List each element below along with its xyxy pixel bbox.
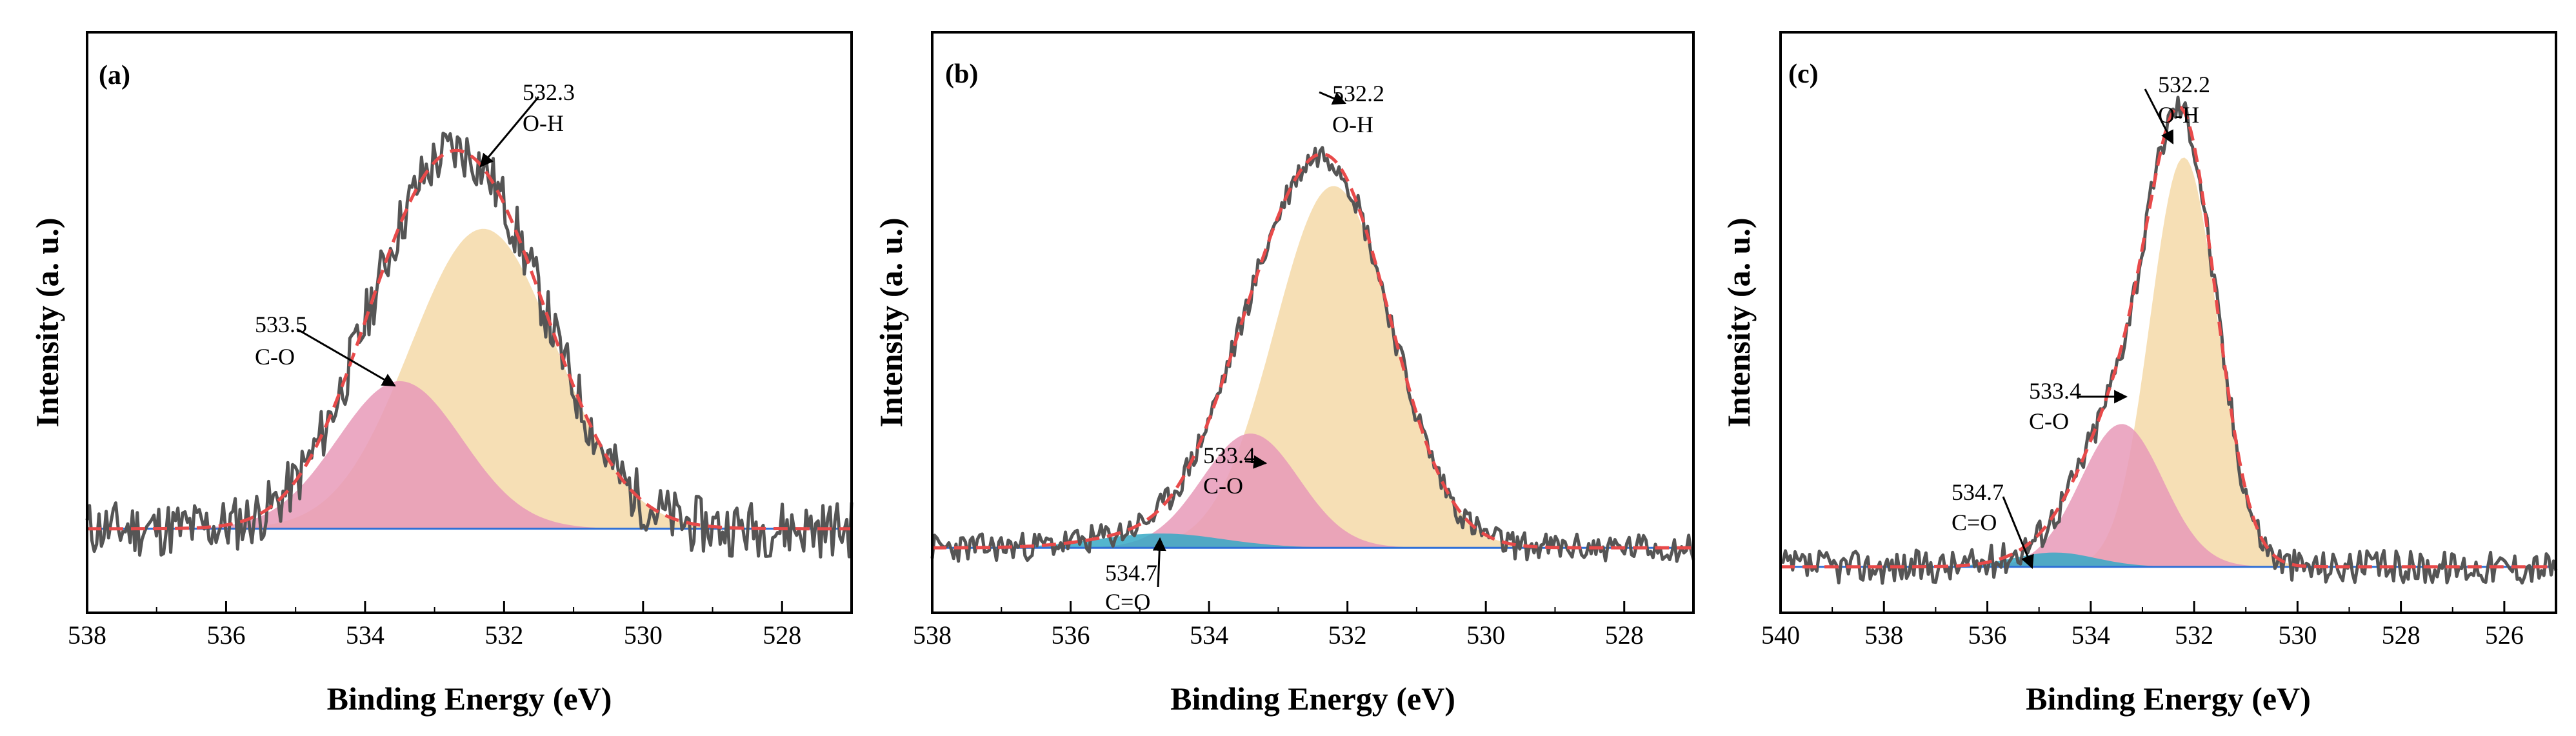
panel-a-x-tick-label-532: 532 [484, 621, 523, 650]
panel-c-annotation-value-c-o: 533.4 [2029, 378, 2081, 404]
panel-c-annotation-value-o-h: 532.2 [2158, 72, 2210, 97]
panel-c-plot-area: 532.2 O-H 533.4 C-O 534.7 C=O [1779, 72, 2558, 585]
panel-b-peak-c-o [932, 433, 1693, 548]
panel-b-annotation-label-c-o: C-O [1203, 473, 1243, 499]
panel-c: 532.2 O-H 533.4 C-O 534.7 C=O (c) Binding Ene… [1721, 31, 2558, 717]
panel-c-frame [1779, 31, 2557, 614]
panel-c-x-tick-label-526: 526 [2485, 621, 2524, 650]
panel-b-label: (b) [945, 59, 978, 89]
panel-c-y-axis-title: Intensity (a. u.) [1721, 217, 1757, 427]
panel-a-x-tick-label-528: 528 [763, 621, 801, 650]
panel-a-x-ticks: 538 536 534 532 530 528 [68, 601, 852, 650]
panel-c-x-tick-label-528: 528 [2382, 621, 2421, 650]
panel-c-annotation-label-c-o: C=O [1952, 510, 1997, 535]
panel-b-x-ticks: 538 536 534 532 530 528 [913, 601, 1694, 650]
panel-a: 532.3 O-H 533.5 C-O (a) Binding Energy (eV)… [29, 31, 854, 717]
panel-b-x-tick-label-530: 530 [1466, 621, 1505, 650]
panel-c-x-ticks: 540 538 536 534 532 530 528 526 [1761, 601, 2557, 650]
panel-c-x-tick-label-530: 530 [2278, 621, 2317, 650]
panel-b-x-tick-label-536: 536 [1052, 621, 1090, 650]
panel-a-plot-area: 532.3 O-H 533.5 C-O [85, 79, 854, 559]
panel-c-label: (c) [1788, 59, 1819, 89]
panel-b-annotation-value-c-o: 534.7 [1105, 560, 1157, 586]
panel-a-frame [86, 31, 853, 614]
panel-a-peak-c-o [87, 381, 852, 529]
panel-a-x-tick-label-538: 538 [68, 621, 106, 650]
panel-c-x-axis-title: Binding Energy (eV) [2026, 681, 2311, 717]
panel-b-x-tick-label-538: 538 [913, 621, 952, 650]
panel-b-annotation-label-o-h: O-H [1332, 112, 1373, 137]
panel-b-annotation-arrow-c-o [1152, 537, 1166, 588]
panel-a-annotation-value-c-o: 533.5 [255, 312, 307, 337]
panel-b-fit-envelope-line [932, 152, 1693, 550]
panel-c-peak-c-o [1781, 424, 2556, 567]
panel-b-annotation-value-c-o: 533.4 [1203, 443, 1255, 468]
panel-c-annotation-label-o-h: O-H [2158, 102, 2199, 128]
panel-c-x-tick-label-538: 538 [1864, 621, 1903, 650]
panel-a-x-tick-label-534: 534 [346, 621, 384, 650]
panel-c-x-tick-label-540: 540 [1761, 621, 1800, 650]
panel-a-raw-spectrum-line [85, 132, 854, 559]
panel-a-peak-o-h [87, 228, 852, 529]
panel-b-raw-spectrum-line [930, 146, 1695, 563]
panel-a-label: (a) [99, 61, 130, 90]
panel-b-x-axis-title: Binding Energy (eV) [1170, 681, 1455, 717]
panel-c-annotation-arrow-c-o [2002, 496, 2034, 569]
panel-b-annotation-arrow-o-h [1319, 91, 1346, 105]
panel-a-annotation-label-c-o: C-O [255, 344, 295, 370]
panel-a-x-tick-label-536: 536 [206, 621, 245, 650]
panel-b-annotation-arrow-c-o [1244, 455, 1268, 469]
panel-b-x-tick-label-532: 532 [1328, 621, 1367, 650]
panel-c-fit-envelope-line [1781, 104, 2556, 569]
panel-a-x-axis-title: Binding Energy (eV) [327, 681, 612, 717]
panel-b-x-tick-label-528: 528 [1605, 621, 1644, 650]
panel-b-plot-area: 532.2 O-H 533.4 C-O 534.7 C=O [930, 81, 1695, 615]
panel-b-frame [931, 31, 1695, 614]
panel-a-annotation-arrow-c-o [296, 328, 396, 387]
panel-c-annotation-label-c-o: C-O [2029, 408, 2069, 434]
panel-c-annotation-value-c-o: 534.7 [1952, 479, 2004, 505]
panel-a-annotation-value-o-h: 532.3 [523, 79, 575, 105]
panel-a-x-tick-label-530: 530 [624, 621, 663, 650]
panel-b-annotation-value-o-h: 532.2 [1332, 81, 1384, 106]
panel-a-annotation-arrow-o-h [479, 96, 540, 168]
panel-b-annotation-label-c-o: C=O [1105, 589, 1150, 615]
panel-c-annotation-arrow-o-h [2144, 88, 2174, 144]
panel-c-x-tick-label-532: 532 [2175, 621, 2213, 650]
panel-b-peak-o-h [932, 186, 1693, 548]
panel-c-x-tick-label-534: 534 [2072, 621, 2110, 650]
panel-c-peak-o-h [1781, 157, 2556, 567]
panel-b-x-tick-label-534: 534 [1190, 621, 1228, 650]
panel-b: 532.2 O-H 533.4 C-O 534.7 C=O (b) Binding Ene… [873, 31, 1695, 717]
panel-b-y-axis-title: Intensity (a. u.) [873, 217, 909, 427]
panel-a-annotation-label-o-h: O-H [523, 110, 564, 136]
panel-c-x-tick-label-536: 536 [1968, 621, 2007, 650]
panel-a-y-axis-title: Intensity (a. u.) [29, 217, 65, 427]
